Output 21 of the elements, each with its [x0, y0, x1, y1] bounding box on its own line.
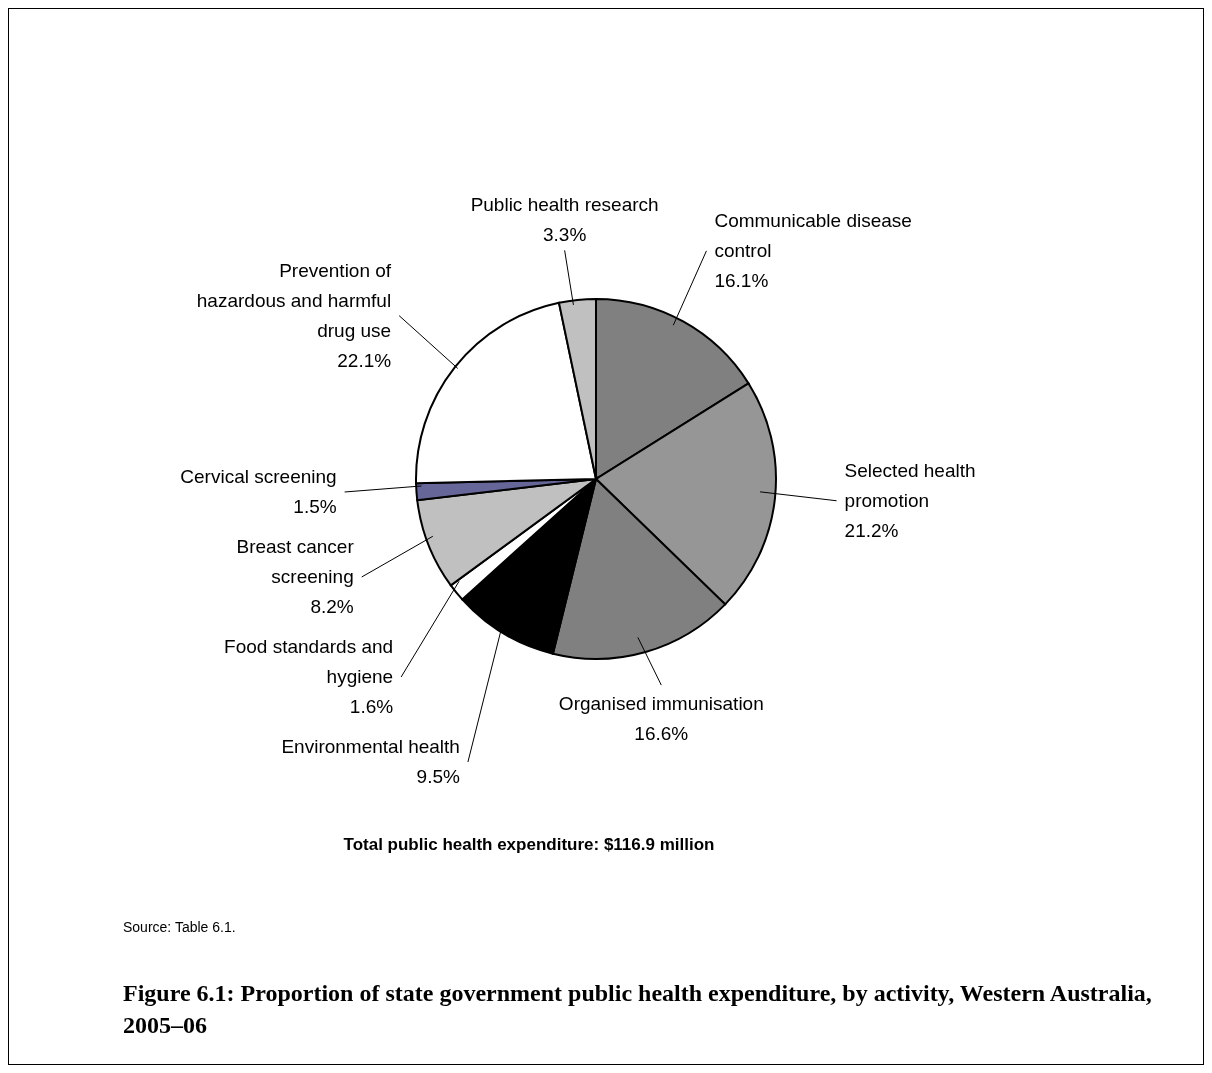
text: Total public health expenditure: $116.9 million [342, 835, 716, 855]
data-label: 21.2% [844, 519, 899, 541]
slice-label: Public health research [470, 194, 659, 216]
slice-label: Breast cancer screening [236, 535, 355, 587]
data-label: 9.5% [416, 765, 461, 787]
text: Figure 6.1: Proportion of state government public health expenditure, by activity, Western Australia, 2005–06 [123, 979, 1153, 1040]
source-note: Source: Table 6.1. [123, 919, 236, 935]
slice-label: Prevention of hazardous and harmful drug use [196, 259, 392, 341]
data-label: 16.6% [634, 723, 689, 745]
data-label: 1.5% [293, 495, 337, 517]
data-label: 8.2% [310, 595, 354, 617]
slice-label: Cervical screening [180, 465, 337, 487]
slice-label: Selected health promotion [844, 459, 976, 511]
slice-label: Communicable disease control [714, 209, 912, 261]
data-label: 16.1% [714, 269, 769, 291]
slice-label: Organised immunisation [558, 693, 764, 715]
data-label: 3.3% [542, 224, 587, 246]
data-label: 1.6% [349, 695, 394, 717]
data-label: 22.1% [337, 349, 392, 371]
slice-label: Environmental health [281, 735, 460, 757]
slice-label: Food standards and hygiene [224, 635, 394, 687]
